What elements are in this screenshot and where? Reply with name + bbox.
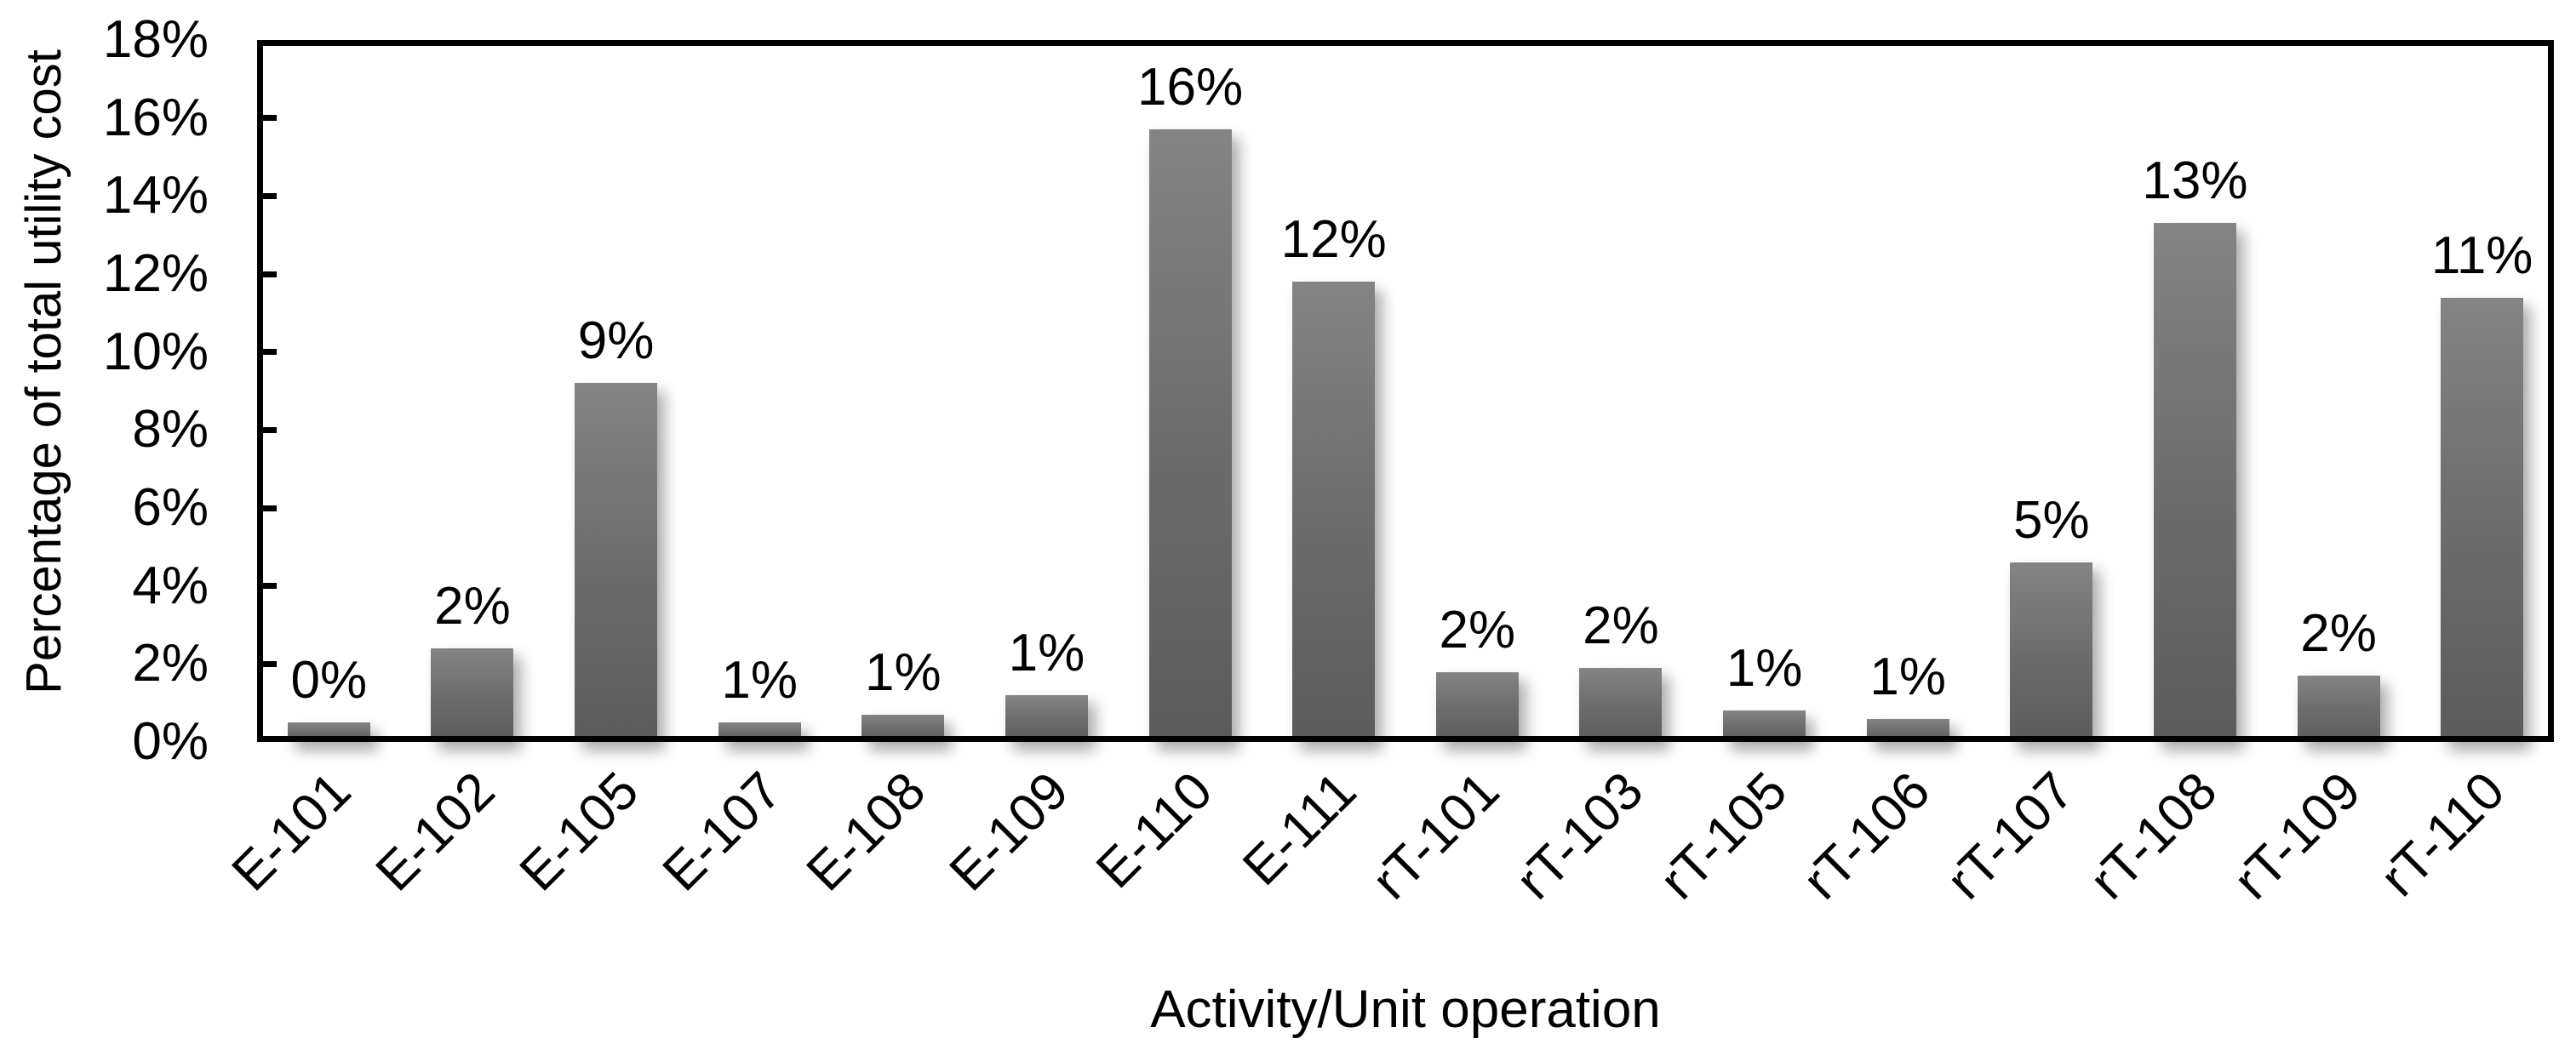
x-tick-label-E-107: E-107: [651, 761, 793, 903]
bar-value-label-rT-109: 2%: [2300, 604, 2377, 664]
x-tick-label-E-109: E-109: [939, 761, 1080, 903]
y-tick-label: 8%: [132, 400, 209, 459]
bar-E-110: [1148, 129, 1232, 742]
bar-E-109: [1005, 695, 1088, 742]
x-tick-label-rT-110: rT-110: [2368, 761, 2516, 908]
bar-value-label-E-108: 1%: [865, 642, 942, 702]
x-tick-label-E-108: E-108: [795, 761, 937, 903]
bar-rT-105: [1723, 710, 1806, 742]
x-tick-label-rT-101: rT-101: [1361, 761, 1511, 911]
y-axis-tick: [263, 271, 277, 277]
y-tick-label: 12%: [102, 244, 209, 303]
x-tick-label-E-105: E-105: [508, 761, 650, 903]
y-tick-label: 14%: [102, 166, 209, 225]
bar-E-101: [287, 722, 370, 742]
y-axis-tick: [263, 583, 277, 590]
bar-value-label-E-111: 12%: [1280, 210, 1387, 270]
x-tick-label-E-101: E-101: [220, 761, 363, 903]
bar-E-102: [431, 648, 514, 742]
x-tick-label-E-110: E-110: [1085, 761, 1224, 900]
bar-value-label-rT-101: 2%: [1439, 600, 1516, 659]
x-tick-label-rT-109: rT-109: [2222, 761, 2373, 911]
y-axis-tick: [263, 660, 277, 667]
y-tick-label: 18%: [102, 10, 209, 69]
bar-rT-107: [2010, 562, 2093, 742]
y-axis-tick: [263, 505, 277, 511]
bar-rT-101: [1435, 671, 1519, 742]
bar-value-label-E-107: 1%: [721, 651, 798, 710]
x-tick-label-rT-107: rT-107: [1935, 761, 2086, 911]
y-tick-label: 2%: [132, 634, 209, 693]
bar-rT-110: [2441, 297, 2524, 742]
bar-value-label-E-105: 9%: [577, 311, 655, 371]
bar-value-label-rT-103: 2%: [1583, 596, 1659, 655]
bar-rT-109: [2297, 676, 2380, 742]
y-tick-label: 10%: [102, 322, 209, 381]
x-tick-label-rT-105: rT-105: [1648, 761, 1798, 911]
bar-E-105: [575, 383, 658, 742]
bar-rT-108: [2153, 223, 2236, 742]
bar-rT-106: [1866, 718, 1949, 742]
bar-E-111: [1292, 282, 1376, 742]
bar-E-107: [718, 722, 801, 742]
bar-rT-103: [1579, 667, 1663, 742]
bar-E-108: [862, 714, 945, 742]
x-axis-title: Activity/Unit operation: [1150, 980, 1661, 1039]
bar-value-label-E-110: 16%: [1137, 58, 1244, 117]
y-tick-label: 0%: [132, 712, 209, 771]
bar-value-label-E-102: 2%: [434, 577, 511, 636]
x-tick-label-rT-106: rT-106: [1792, 761, 1942, 911]
y-tick-label: 16%: [102, 88, 209, 147]
y-axis-tick: [263, 115, 277, 122]
y-axis-tick: [263, 192, 277, 199]
bar-value-label-rT-108: 13%: [2142, 151, 2248, 211]
y-tick-label: 4%: [132, 556, 209, 615]
y-tick-label: 6%: [132, 478, 209, 537]
bar-value-label-rT-106: 1%: [1869, 647, 1946, 706]
bar-value-label-E-101: 0%: [290, 651, 368, 710]
bar-value-label-rT-107: 5%: [2013, 491, 2090, 551]
x-tick-label-E-102: E-102: [364, 761, 507, 903]
x-tick-label-E-111: E-111: [1231, 761, 1368, 897]
x-tick-label-rT-108: rT-108: [2079, 761, 2229, 911]
bar-value-label-rT-110: 11%: [2430, 225, 2533, 285]
bar-value-label-E-109: 1%: [1008, 624, 1085, 682]
bar-value-label-rT-105: 1%: [1726, 639, 1803, 699]
x-tick-label-rT-103: rT-103: [1504, 761, 1655, 911]
y-axis-tick: [263, 349, 277, 356]
y-axis-tick: [263, 426, 277, 433]
